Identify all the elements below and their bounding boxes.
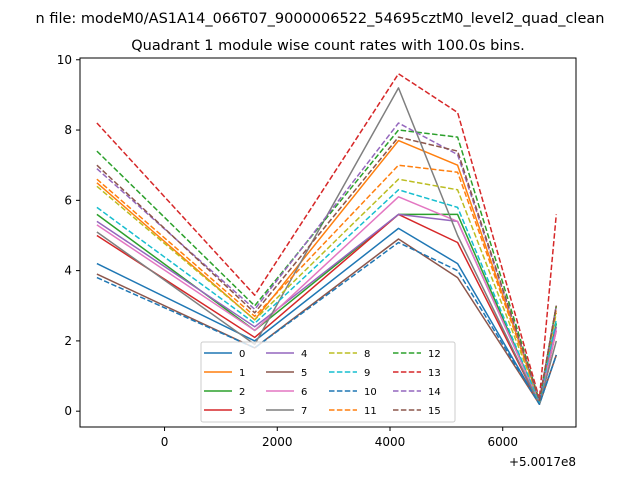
- legend-label-7: 7: [301, 406, 307, 417]
- legend-label-13: 13: [428, 368, 441, 379]
- series-line-14: [96, 122, 558, 402]
- axes-frame: [79, 57, 577, 428]
- series-line-6: [96, 196, 558, 404]
- legend-label-2: 2: [239, 387, 245, 398]
- series-line-7: [96, 87, 558, 405]
- y-tick-label: 0: [64, 404, 72, 418]
- legend-label-11: 11: [364, 406, 377, 417]
- y-tick-label: 4: [64, 264, 72, 278]
- y-tick-label: 2: [64, 334, 72, 348]
- y-tick-label: 10: [57, 53, 72, 67]
- y-axis: 0 2 4 6 8 10: [57, 53, 80, 418]
- y-tick-label: 6: [64, 193, 72, 207]
- x-offset-label: +5.0017e8: [509, 455, 576, 469]
- series-line-15: [96, 136, 558, 402]
- legend-label-10: 10: [364, 387, 377, 398]
- legend-label-1: 1: [239, 368, 245, 379]
- legend-label-12: 12: [428, 349, 441, 360]
- legend-label-5: 5: [301, 368, 307, 379]
- x-axis: 0 2000 4000 6000: [161, 427, 518, 449]
- chart-title: Quadrant 1 module wise count rates with …: [131, 38, 525, 54]
- legend-label-15: 15: [428, 406, 441, 417]
- x-tick-label: 0: [161, 435, 169, 449]
- legend-label-9: 9: [364, 368, 370, 379]
- x-tick-label: 2000: [262, 435, 293, 449]
- y-tick-label: 8: [64, 123, 72, 137]
- legend-label-14: 14: [428, 387, 441, 398]
- legend-label-8: 8: [364, 349, 370, 360]
- legend-label-6: 6: [301, 387, 307, 398]
- chart-suptitle: n file: modeM0/AS1A14_066T07_9000006522_…: [36, 11, 605, 27]
- legend-label-0: 0: [239, 349, 245, 360]
- series-line-8: [96, 178, 558, 402]
- x-tick-label: 4000: [375, 435, 406, 449]
- series-line-9: [96, 189, 558, 404]
- series-line-10: [96, 241, 558, 405]
- legend-label-4: 4: [301, 349, 307, 360]
- legend-label-3: 3: [239, 406, 245, 417]
- series-lines: [96, 73, 558, 405]
- series-line-13: [96, 73, 558, 400]
- x-tick-label: 6000: [487, 435, 518, 449]
- legend-box: [200, 341, 456, 423]
